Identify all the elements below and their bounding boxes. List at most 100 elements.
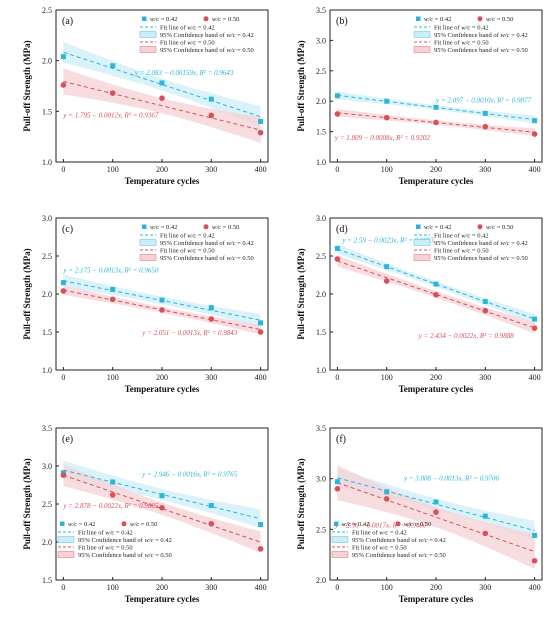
legend-band-042: 95% Confidence band of w/c = 0.42 <box>160 32 254 39</box>
x-tick-label: 0 <box>61 165 65 174</box>
y-tick-label: 3.0 <box>316 214 326 223</box>
data-point-circle <box>433 291 439 298</box>
data-point-circle <box>208 112 215 119</box>
legend-marker-circle <box>477 16 483 22</box>
data-point-circle <box>208 520 215 527</box>
panel-e: 0 100 200 300 400 1.5 2.0 2.5 3.0 3.5 Temperature … <box>22 424 269 604</box>
y-tick-label: 1.5 <box>42 576 52 585</box>
y-tick-label: 1.5 <box>316 328 326 337</box>
data-point-square <box>482 299 488 305</box>
y-tick-label: 3.0 <box>42 214 52 223</box>
legend-fit-042: Fit line of w/c = 0.42 <box>352 529 407 536</box>
legend-fit-050: Fit line of w/c = 0.50 <box>160 39 215 46</box>
data-point-square <box>159 297 165 303</box>
y-axis-title: Pull-off Strength (MPa) <box>296 248 306 339</box>
legend-marker-square <box>142 224 147 229</box>
y-axis-title: Pull-off Strength (MPa) <box>22 248 32 339</box>
data-point-circle <box>334 486 341 492</box>
y-tick-label: 2.5 <box>42 252 52 261</box>
panel-d: 0 100 200 300 400 1.0 1.5 2.0 2.5 3.0 Temperature … <box>296 214 543 394</box>
legend-band-swatch <box>413 239 431 246</box>
y-tick-label: 3.0 <box>316 475 326 484</box>
legend-label-w050: w/c = 0.50 <box>486 224 513 231</box>
y-tick-label: 1.0 <box>42 158 52 167</box>
legend-label-w042: w/c = 0.42 <box>424 16 451 23</box>
legend-band-swatch <box>139 46 157 53</box>
legend-band-swatch <box>331 551 349 558</box>
legend-band-042: 95% Confidence band of w/c = 0.42 <box>434 32 528 39</box>
y-tick-label: 2.0 <box>316 97 326 106</box>
x-tick-label: 300 <box>479 373 491 382</box>
x-axis-title: Temperature cycles <box>399 176 474 186</box>
data-point-circle <box>257 546 264 552</box>
legend-band-swatch <box>413 46 431 53</box>
legend-label-w050: w/c = 0.50 <box>130 521 157 528</box>
legend-band-swatch <box>139 31 157 38</box>
x-tick-label: 0 <box>335 373 339 382</box>
data-point-circle <box>383 114 390 121</box>
data-point-square <box>384 98 390 104</box>
y-axis-title: Pull-off Strength (MPa) <box>22 458 32 549</box>
data-point-square <box>433 499 439 505</box>
fit-equation: y = 1.809 − 0.0008x, R² = 0.9202 <box>334 134 431 142</box>
y-tick-label: 2.0 <box>316 576 326 585</box>
legend-band-050: 95% Confidence band of w/c = 0.50 <box>352 552 446 559</box>
panel-label: (d) <box>336 224 348 235</box>
fit-equation: y = 1.795 − 0.0012x, R² = 0.9367 <box>62 111 159 119</box>
y-tick-label: 3.5 <box>42 424 52 433</box>
data-point-circle <box>482 307 489 314</box>
fit-equation: y = 2.175 − 0.0013x, R² = 0.9650 <box>62 267 159 275</box>
legend-band-042: 95% Confidence band of w/c = 0.42 <box>352 537 446 544</box>
legend-marker-square <box>142 16 147 21</box>
data-point-circle <box>159 95 165 101</box>
legend-band-042: 95% Confidence band of w/c = 0.42 <box>78 537 172 544</box>
x-axis-title: Temperature cycles <box>399 594 474 604</box>
data-point-circle <box>109 90 116 96</box>
legend-fit-042: Fit line of w/c = 0.42 <box>160 24 215 31</box>
legend-label-w042: w/c = 0.42 <box>150 16 177 23</box>
data-point-square <box>384 264 390 270</box>
legend-fit-050: Fit line of w/c = 0.50 <box>78 544 133 551</box>
data-point-circle <box>531 131 538 137</box>
data-point-circle <box>60 472 67 478</box>
legend-fit-050: Fit line of w/c = 0.50 <box>434 39 489 46</box>
y-tick-label: 1.0 <box>316 366 326 375</box>
panel-label: (f) <box>336 434 346 445</box>
x-tick-label: 100 <box>381 583 393 592</box>
fit-equation: y = 3.008 − 0.0013x, R² = 0.9706 <box>403 475 500 483</box>
fit-equation: y = 2.083 − 0.00159x, R² = 0.9643 <box>134 69 234 77</box>
data-point-circle <box>531 557 538 564</box>
legend-fit-050: Fit line of w/c = 0.50 <box>434 247 489 254</box>
y-tick-label: 3.0 <box>42 462 52 471</box>
x-tick-label: 100 <box>107 373 119 382</box>
y-tick-label: 1.5 <box>42 107 52 116</box>
panel-label: (c) <box>62 224 73 235</box>
data-point-square <box>532 532 538 538</box>
y-tick-label: 1.0 <box>42 366 52 375</box>
data-point-square <box>159 493 165 499</box>
legend-band-050: 95% Confidence band of w/c = 0.50 <box>434 255 528 262</box>
data-point-circle <box>60 82 67 88</box>
x-tick-label: 0 <box>335 165 339 174</box>
data-point-circle <box>159 307 165 313</box>
data-point-circle <box>334 256 341 262</box>
data-point-square <box>334 245 340 251</box>
legend-label-w042: w/c = 0.42 <box>342 521 369 528</box>
legend-band-swatch <box>57 551 75 558</box>
data-point-square <box>482 110 488 116</box>
data-point-square <box>384 489 390 495</box>
data-point-circle <box>60 288 67 294</box>
legend-marker-square <box>416 224 421 229</box>
legend-marker-square <box>60 521 65 526</box>
data-point-square <box>60 280 66 286</box>
data-point-square <box>258 118 264 124</box>
x-axis-title: Temperature cycles <box>125 384 200 394</box>
data-point-square <box>110 286 116 292</box>
data-point-square <box>60 54 66 60</box>
x-tick-label: 400 <box>529 165 541 174</box>
legend-fit-042: Fit line of w/c = 0.42 <box>78 529 133 536</box>
